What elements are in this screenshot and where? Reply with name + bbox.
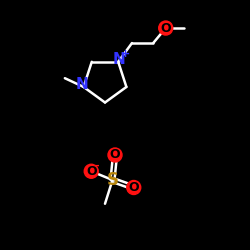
Circle shape xyxy=(84,164,98,178)
Circle shape xyxy=(159,21,173,35)
Text: N: N xyxy=(113,52,126,67)
Text: -: - xyxy=(94,161,99,171)
Text: O: O xyxy=(128,181,139,194)
Text: O: O xyxy=(86,165,97,178)
Circle shape xyxy=(108,148,122,162)
Text: O: O xyxy=(160,22,171,35)
Text: +: + xyxy=(121,49,130,59)
Text: N: N xyxy=(75,78,88,92)
Text: O: O xyxy=(110,148,120,162)
Circle shape xyxy=(127,180,141,194)
Text: S: S xyxy=(106,171,118,189)
